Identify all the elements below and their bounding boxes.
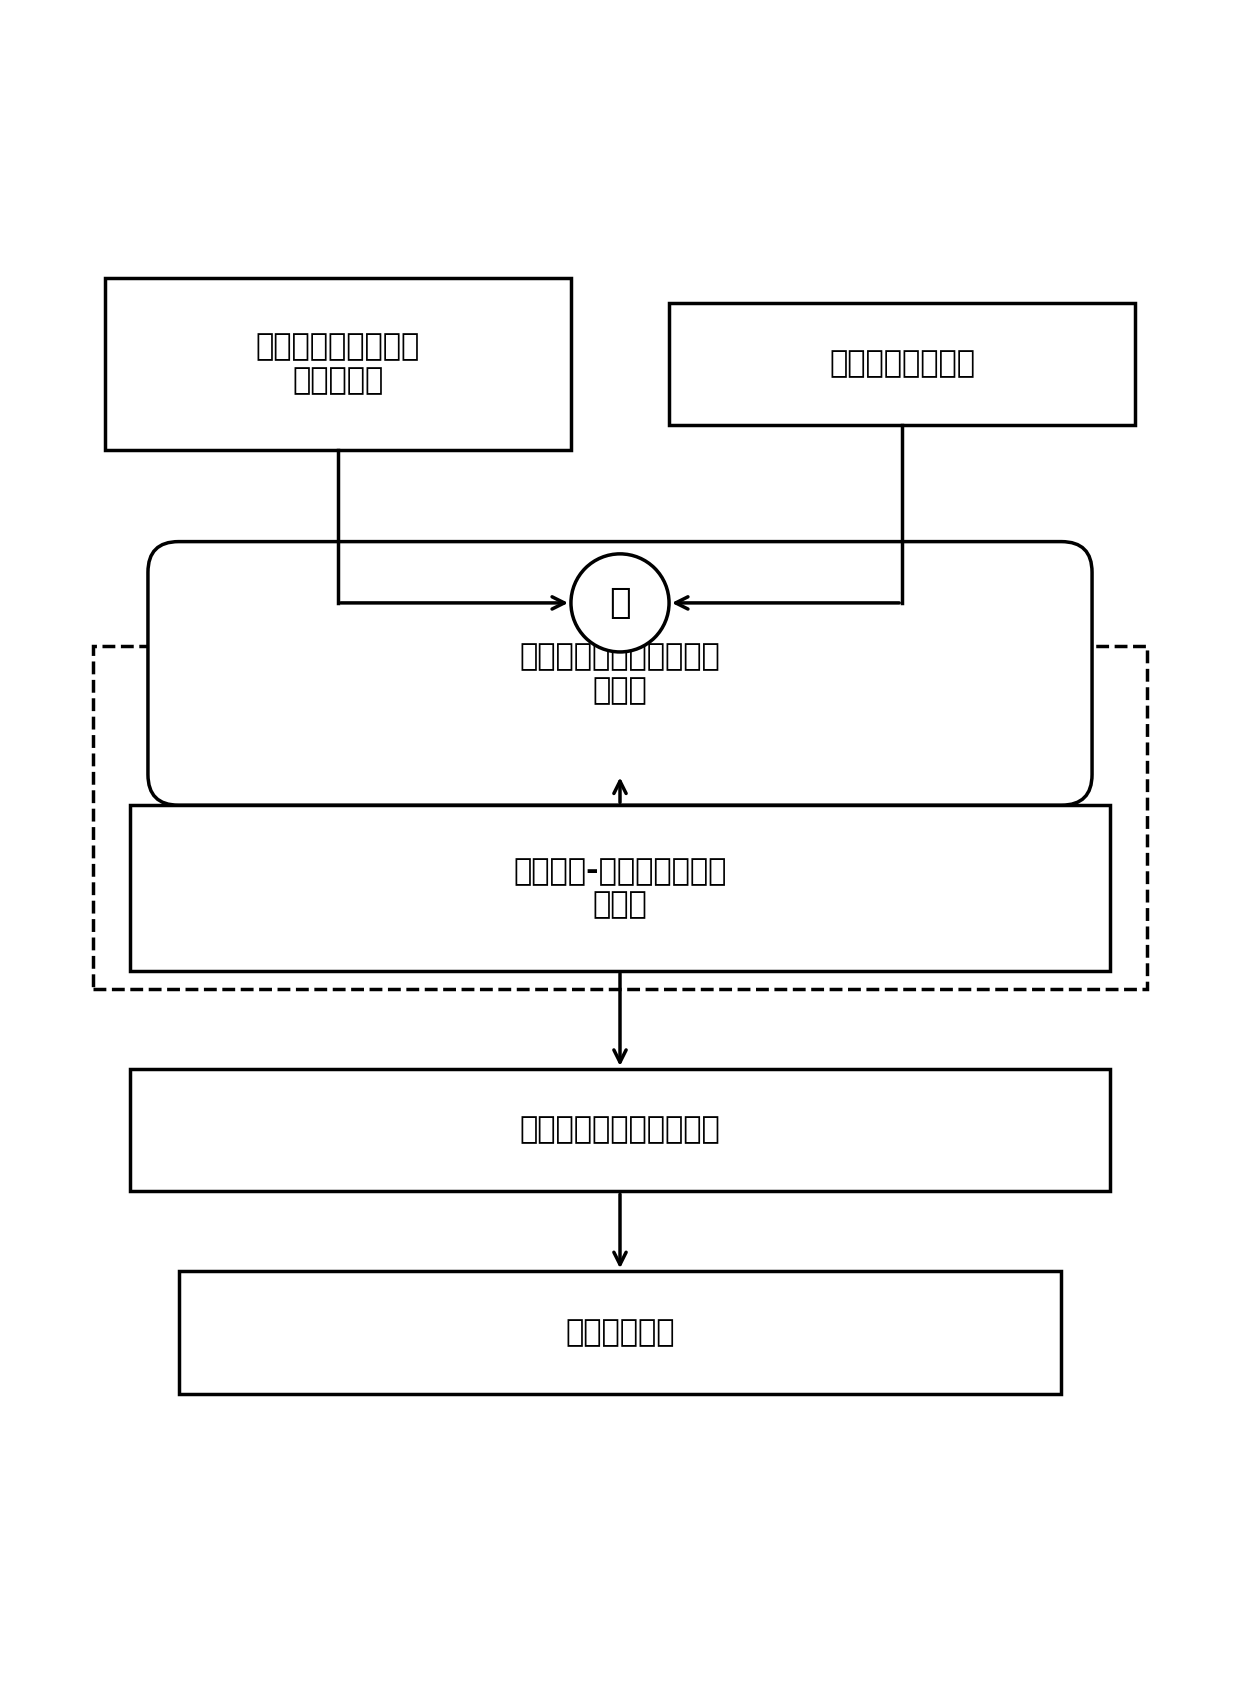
Text: 采集的高精度地图作
为期望轨迹: 采集的高精度地图作 为期望轨迹	[255, 332, 420, 396]
Text: 计算出方向盘转角输入量: 计算出方向盘转角输入量	[520, 1115, 720, 1145]
Circle shape	[570, 554, 670, 652]
Text: －: －	[609, 586, 631, 620]
Text: 采用前馈-反馈轨迹跟踪控
制方法: 采用前馈-反馈轨迹跟踪控 制方法	[513, 857, 727, 919]
Text: 车辆实际运动轨迹: 车辆实际运动轨迹	[830, 349, 975, 379]
Bar	[670, 303, 1135, 424]
FancyBboxPatch shape	[148, 542, 1092, 805]
Bar	[129, 1069, 1111, 1192]
Text: 线控转向系统: 线控转向系统	[565, 1319, 675, 1347]
Bar	[93, 647, 1147, 989]
Bar	[105, 278, 570, 450]
Bar	[179, 1271, 1061, 1394]
Bar	[129, 805, 1111, 970]
Text: 计算道路曲率以及轨迹跟
踪偏差: 计算道路曲率以及轨迹跟 踪偏差	[520, 642, 720, 704]
